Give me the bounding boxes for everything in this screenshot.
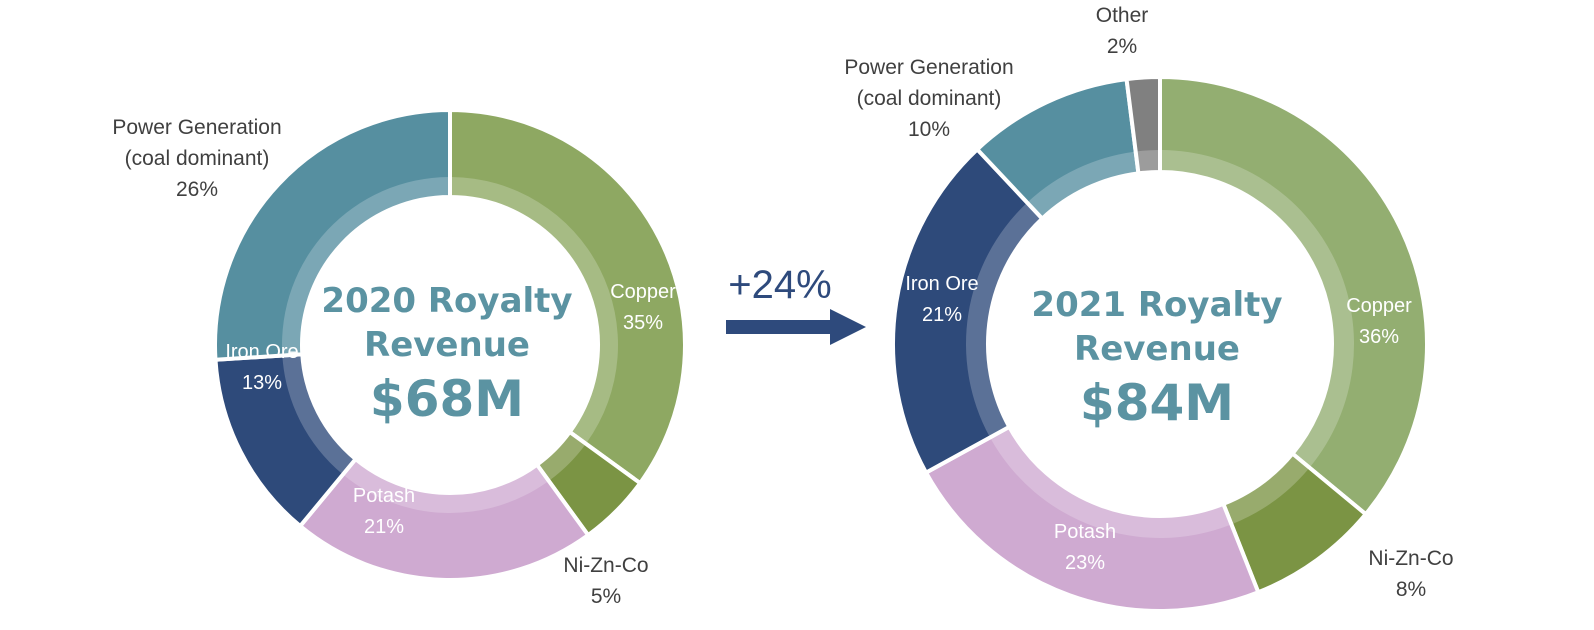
donut-labels-2021: Copper 36% Ni-Zn-Co 8% Potash 23% Iron Ore 21% P… — [844, 4, 1453, 601]
slice-other — [1124, 74, 1162, 176]
data-label-iron-ore: Iron Ore 13% — [225, 341, 298, 394]
donut-chart-2020: Copper 35% Ni-Zn-Co 5% Potash 21% Iron Ore 13% P… — [112, 107, 687, 608]
data-label-ni-zn-co: Ni-Zn-Co 8% — [1368, 547, 1453, 601]
center-title-line2-2020: Revenue — [364, 325, 530, 365]
center-title-line2-2021: Revenue — [1074, 329, 1240, 369]
slice-band-power-generation-coal-dominant — [282, 177, 449, 355]
slice-copper — [448, 107, 687, 486]
data-label-ni-zn-co: Ni-Zn-Co 5% — [563, 554, 648, 608]
slice-band-copper — [1161, 150, 1354, 467]
slice-iron-ore — [891, 146, 1046, 476]
growth-indicator: +24% — [726, 263, 866, 345]
data-label-copper: Copper 36% — [1346, 295, 1412, 348]
center-amount-2020: $68M — [370, 370, 524, 428]
right-arrow-icon — [726, 309, 866, 345]
data-label-other: Other 2% — [1096, 4, 1149, 58]
donut-slices-2020 — [213, 107, 687, 582]
slice-band-ni-zn-co — [537, 432, 586, 481]
center-title-line1-2020: 2020 Royalty — [321, 281, 572, 321]
slice-power-generation-coal-dominant — [213, 107, 452, 362]
data-label-potash: Potash 23% — [1054, 521, 1116, 574]
slice-copper — [1158, 74, 1429, 518]
growth-label: +24% — [728, 263, 831, 307]
slice-band-potash — [990, 427, 1231, 538]
slice-band-iron-ore — [282, 355, 355, 474]
slice-band-power-generation-coal-dominant — [1028, 151, 1138, 218]
center-title-line1-2021: 2021 Royalty — [1031, 285, 1282, 325]
slice-band-other — [1137, 150, 1159, 174]
data-label-copper: Copper 35% — [610, 281, 676, 334]
data-label-power-generation-coal-dominant: Power Generation (coal dominant) 10% — [844, 56, 1013, 141]
data-label-iron-ore: Iron Ore 21% — [905, 273, 978, 326]
donut-labels-2020: Copper 35% Ni-Zn-Co 5% Potash 21% Iron Ore 13% P… — [112, 116, 676, 608]
slice-potash — [923, 424, 1261, 613]
slice-band-iron-ore — [966, 203, 1042, 437]
data-label-power-generation-coal-dominant: Power Generation (coal dominant) 26% — [112, 116, 281, 201]
slice-band-copper — [451, 177, 619, 443]
donut-chart-2021: Copper 36% Ni-Zn-Co 8% Potash 23% Iron Ore 21% P… — [844, 4, 1454, 613]
donut-slices-2021 — [891, 74, 1429, 613]
center-amount-2021: $84M — [1080, 374, 1234, 432]
slice-band-ni-zn-co — [1224, 454, 1309, 524]
slice-band-potash — [343, 459, 548, 513]
slice-potash — [297, 456, 591, 582]
data-label-potash: Potash 21% — [353, 485, 415, 538]
